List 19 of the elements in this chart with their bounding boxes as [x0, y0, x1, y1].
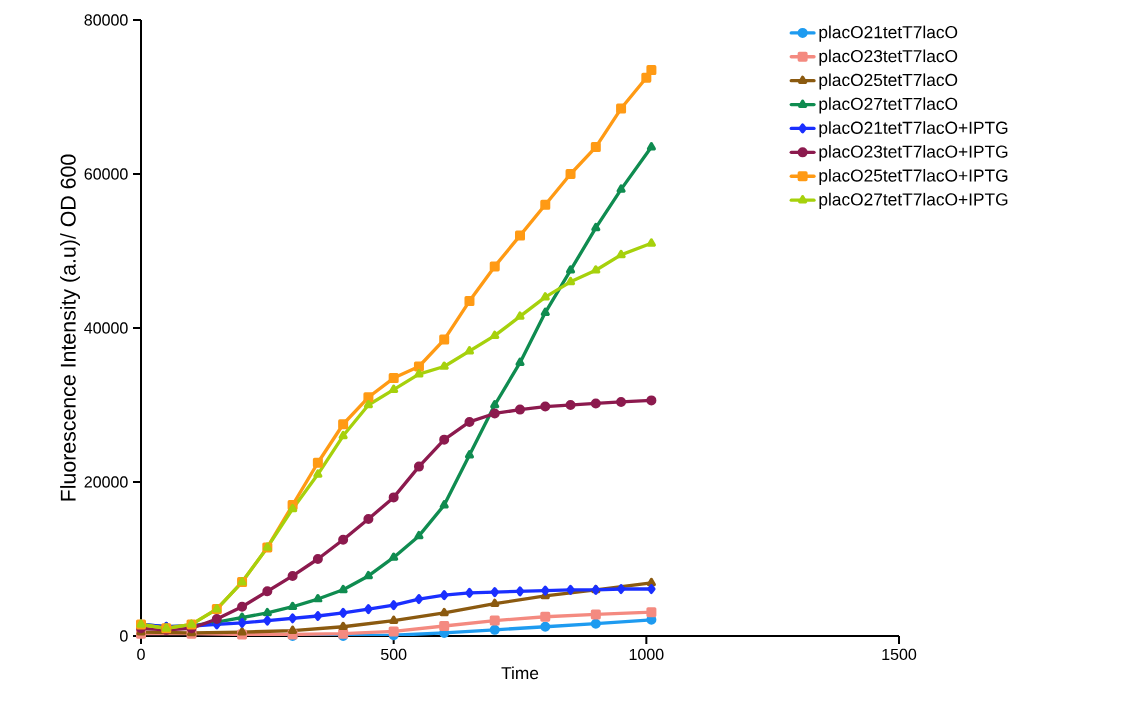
legend-label: placO23tetT7lacO	[819, 49, 958, 66]
legend-label: placO23tetT7lacO+IPTG	[819, 145, 1008, 162]
y-tick-label: 80000	[84, 14, 128, 26]
legend-label: placO27tetT7lacO+IPTG	[819, 192, 1008, 210]
y-tick-label: 20000	[84, 476, 128, 488]
y-tick-label: 40000	[84, 322, 128, 334]
legend-label: placO21tetT7lacO	[819, 25, 958, 42]
legend-label: placO25tetT7lacO	[819, 73, 958, 90]
legend-label: placO25tetT7lacO+IPTG	[819, 168, 1008, 186]
x-tick-label: 1500	[882, 648, 917, 661]
y-tick-label: 60000	[84, 168, 128, 180]
x-tick-label: 0	[137, 648, 145, 661]
y-tick-label: 0	[120, 630, 128, 642]
y-axis-title: Fluorescence Intensity (a.u)/ OD 600	[60, 154, 80, 501]
x-axis-title: Time	[501, 666, 539, 680]
legend-label: placO27tetT7lacO	[819, 97, 958, 114]
legend-label: placO21tetT7lacO+IPTG	[819, 121, 1008, 138]
x-tick-label: 1000	[629, 648, 664, 661]
x-tick-label: 500	[380, 648, 407, 661]
